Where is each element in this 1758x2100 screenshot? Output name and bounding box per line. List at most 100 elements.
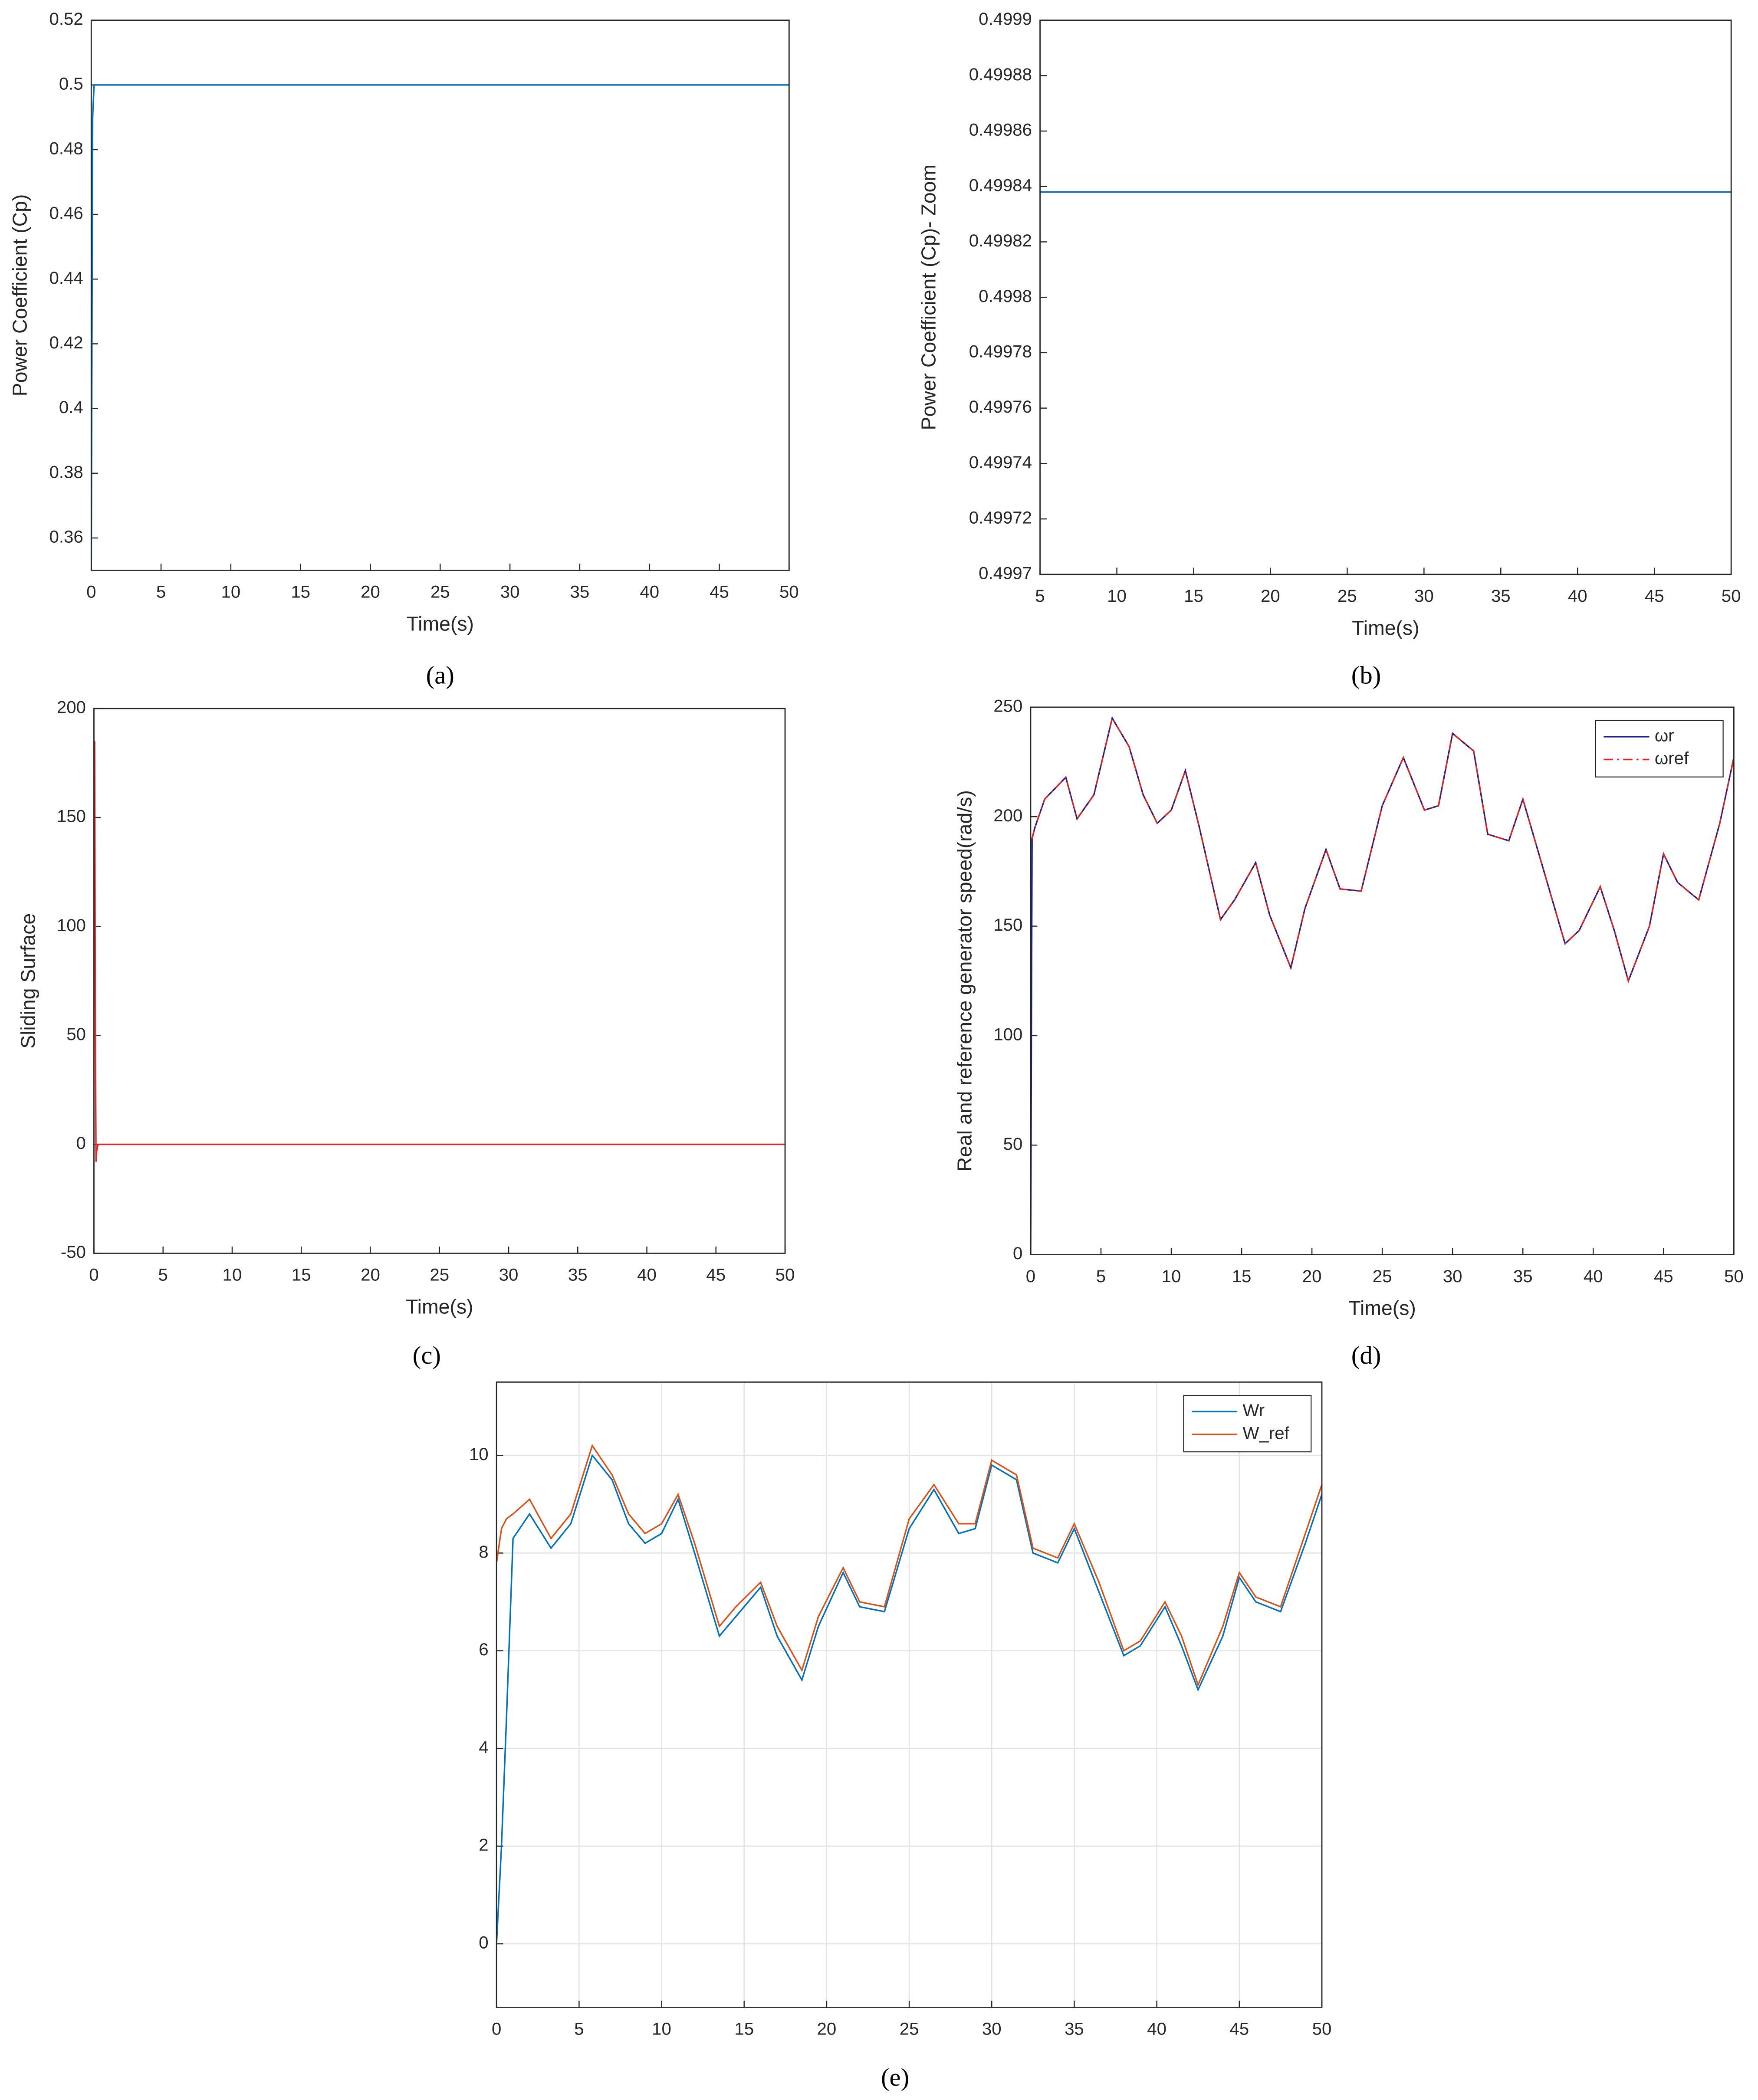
plot-area	[91, 20, 789, 571]
legend-label: ωref	[1655, 748, 1689, 768]
y-tick-label: 0	[1013, 1244, 1022, 1263]
y-tick-label: 50	[66, 1024, 86, 1044]
caption: (e)	[881, 2063, 909, 2091]
x-tick-label: 50	[775, 1265, 795, 1285]
y-axis-label: Power Coefficient (Cp)	[9, 194, 31, 397]
y-tick-label: 0	[479, 1933, 488, 1952]
y-tick-label: 4	[479, 1737, 488, 1757]
x-tick-label: 35	[1491, 586, 1511, 606]
y-tick-label: 10	[469, 1444, 489, 1464]
y-tick-label: 0.49986	[969, 120, 1032, 140]
x-tick-label: 45	[706, 1265, 726, 1285]
y-tick-label: 0.44	[49, 268, 83, 288]
x-tick-label: 5	[574, 2019, 584, 2039]
y-tick-label: 0.49976	[969, 397, 1032, 417]
x-tick-label: 30	[1414, 586, 1434, 606]
x-tick-label: 10	[652, 2019, 671, 2039]
y-tick-label: 250	[993, 696, 1022, 716]
legend-label: W_ref	[1243, 1424, 1290, 1443]
y-tick-label: 0.4999	[979, 9, 1032, 29]
y-tick-label: 0	[76, 1133, 86, 1153]
x-tick-label: 5	[158, 1265, 168, 1285]
x-tick-label: 15	[1232, 1267, 1252, 1286]
x-tick-label: 25	[430, 1265, 449, 1285]
y-axis-label: Real and reference generator speed(rad/s…	[953, 790, 976, 1171]
x-tick-label: 5	[156, 582, 166, 602]
y-tick-label: 0.4998	[979, 286, 1032, 306]
y-tick-label: 0.49982	[969, 231, 1032, 250]
caption: (b)	[1351, 661, 1381, 689]
x-tick-label: 0	[1026, 1267, 1035, 1286]
x-tick-label: 30	[500, 582, 520, 602]
x-tick-label: 15	[292, 1265, 311, 1285]
x-tick-label: 50	[1722, 586, 1741, 606]
legend-box	[1595, 720, 1724, 778]
x-tick-label: 20	[1261, 586, 1280, 606]
x-tick-label: 0	[89, 1265, 99, 1285]
x-tick-label: 30	[982, 2019, 1002, 2039]
x-tick-label: 15	[734, 2019, 754, 2039]
y-tick-label: 50	[1003, 1134, 1023, 1154]
x-tick-label: 5	[1096, 1267, 1106, 1286]
y-tick-label: 0.49988	[969, 65, 1032, 84]
legend-label: ωr	[1655, 726, 1674, 745]
series-line	[94, 741, 785, 1162]
x-tick-label: 20	[361, 582, 380, 602]
x-tick-label: 50	[779, 582, 799, 602]
y-tick-label: 0.36	[49, 527, 83, 547]
x-tick-label: 40	[1584, 1267, 1603, 1286]
y-tick-label: 0.4997	[979, 563, 1032, 583]
legend-label: Wr	[1243, 1401, 1265, 1420]
x-tick-label: 25	[1373, 1267, 1392, 1286]
x-tick-label: 10	[223, 1265, 242, 1285]
plot-frame	[90, 20, 790, 571]
x-tick-label: 25	[430, 582, 450, 602]
x-axis-label: Time(s)	[406, 1296, 473, 1318]
series-line	[496, 1444, 1322, 1687]
x-tick-label: 10	[1162, 1267, 1181, 1286]
y-tick-label: 0.49972	[969, 508, 1032, 528]
x-tick-label: 40	[1568, 586, 1587, 606]
x-tick-label: 40	[1147, 2019, 1167, 2039]
y-axis-label: Power Coefficient (Cp)- Zoom	[917, 164, 940, 430]
x-tick-label: 35	[568, 1265, 588, 1285]
x-axis-label: Time(s)	[407, 613, 474, 635]
x-tick-label: 25	[1337, 586, 1357, 606]
caption: (a)	[426, 661, 454, 689]
x-tick-label: 40	[637, 1265, 657, 1285]
y-tick-label: 0.49974	[969, 453, 1032, 472]
y-tick-label: 0.46	[49, 203, 83, 223]
x-tick-label: 5	[1035, 586, 1045, 606]
y-tick-label: 0.52	[49, 9, 83, 29]
x-axis-label: Time(s)	[1348, 1297, 1416, 1319]
x-tick-label: 10	[221, 582, 241, 602]
x-tick-label: 20	[817, 2019, 837, 2039]
x-tick-label: 50	[1724, 1267, 1744, 1286]
y-tick-label: 0.42	[49, 333, 83, 352]
y-tick-label: 2	[479, 1835, 488, 1855]
x-tick-label: 50	[1312, 2019, 1332, 2039]
y-tick-label: 0.49984	[969, 175, 1032, 195]
x-tick-label: 40	[640, 582, 659, 602]
y-tick-label: 0.5	[59, 74, 83, 93]
caption: (c)	[413, 1341, 441, 1369]
x-tick-label: 0	[86, 582, 96, 602]
plot-area	[94, 708, 785, 1253]
y-tick-label: 200	[57, 698, 86, 717]
y-tick-label: 0.49978	[969, 342, 1032, 361]
y-tick-label: 6	[479, 1640, 488, 1659]
x-tick-label: 35	[1513, 1267, 1533, 1286]
x-tick-label: 0	[492, 2019, 501, 2039]
x-tick-label: 35	[570, 582, 590, 602]
x-tick-label: 20	[361, 1265, 380, 1285]
y-tick-label: 0.4	[59, 397, 83, 417]
plot-area	[1030, 707, 1734, 1255]
x-tick-label: 45	[1645, 586, 1664, 606]
plot-frame	[1039, 20, 1732, 575]
plot-frame	[93, 708, 786, 1254]
y-tick-label: 0.48	[49, 139, 83, 158]
plot-frame	[496, 1381, 1323, 2008]
x-tick-label: 25	[900, 2019, 919, 2039]
